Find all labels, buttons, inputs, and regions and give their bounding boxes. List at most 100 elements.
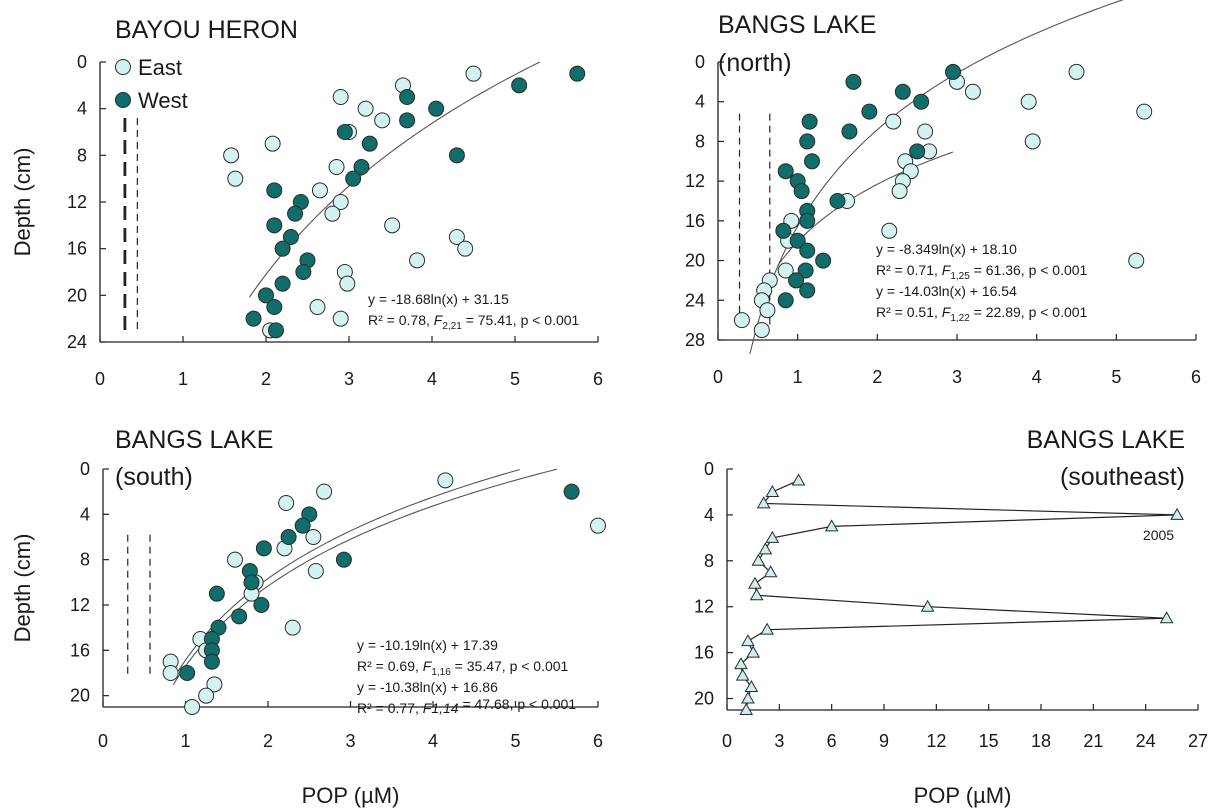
data-point-triangle [735, 668, 750, 681]
y-tick-label: 16 [70, 640, 90, 660]
data-point-west [428, 100, 445, 117]
y-tick-label: 8 [704, 551, 714, 571]
x-tick-label: 27 [1188, 731, 1208, 751]
data-point-east [324, 205, 341, 222]
x-tick-label: 0 [95, 369, 105, 389]
y-tick-label: 20 [694, 689, 714, 709]
annotation-label: 2005 [1143, 527, 1174, 543]
fit-equation-part: F [942, 304, 952, 320]
y-tick-label: 4 [80, 504, 90, 524]
x-tick-label: 5 [1111, 367, 1121, 387]
data-point-west [775, 222, 792, 239]
fit-equation-part: F [942, 262, 952, 278]
x-axis-label: POP (µM) [302, 783, 400, 808]
data-point-east [332, 194, 349, 210]
x-tick-label: 5 [510, 731, 520, 751]
fit-equation-part: R² = 0.51, [876, 304, 942, 320]
data-point-west [829, 193, 846, 209]
y-tick-label: 12 [685, 171, 705, 191]
data-point-west [245, 310, 262, 327]
data-point-triangle [758, 542, 773, 555]
data-point-triangle [920, 599, 935, 612]
fit-equation: R² = 0.78, F2,21 = 75.41, p < 0.001 [368, 312, 580, 332]
data-point-east [777, 262, 794, 279]
y-tick-label: 12 [70, 595, 90, 615]
data-point-east [409, 252, 426, 269]
fit-equation: y = -10.38ln(x) + 16.86 [357, 679, 498, 695]
y-tick-label: 0 [80, 459, 90, 479]
data-point-west [266, 217, 283, 234]
data-point-east [590, 517, 606, 534]
data-point-east [339, 275, 356, 292]
x-axis-label: POP (µM) [914, 783, 1012, 808]
data-point-triangle [744, 680, 759, 693]
x-tick-label: 24 [1136, 731, 1156, 751]
x-tick-label: 3 [344, 369, 354, 389]
data-point-west [399, 112, 416, 129]
chart-panel-d: 0 3 6 9 12 15 18 21 24 27 0 4 8 12 16 20 POP (µM) BANGS L… [694, 426, 1208, 808]
y-tick-label: 16 [694, 643, 714, 663]
data-point-triangle [739, 702, 754, 715]
y-tick-label: 0 [695, 52, 705, 72]
y-tick-label: 12 [694, 597, 714, 617]
data-point-triangle [760, 622, 774, 635]
y-tick-label: 4 [695, 92, 705, 112]
data-point-east [309, 299, 326, 315]
data-point-west [266, 299, 283, 315]
fit-equation-part: = 35.47, p < 0.001 [451, 658, 569, 674]
y-tick-label: 20 [67, 285, 87, 305]
data-point-triangle [751, 553, 766, 566]
data-point-west [399, 89, 416, 105]
x-tick-label: 5 [510, 369, 520, 389]
data-point-west [274, 275, 291, 292]
y-tick-label: 4 [77, 99, 87, 119]
data-point-west [861, 103, 878, 120]
data-point-east [223, 147, 240, 164]
data-point-west [789, 232, 806, 249]
x-tick-label: 18 [1031, 731, 1051, 751]
fit-equation-part: = 22.89, p < 0.001 [970, 304, 1088, 320]
x-tick-label: 0 [713, 367, 723, 387]
data-point-east [437, 472, 454, 489]
data-point-west [569, 65, 586, 82]
x-tick-label: 3 [774, 731, 784, 751]
fit-curve [248, 61, 541, 298]
y-tick-label: 16 [67, 239, 87, 259]
fit-equation-part: R² = 0.78, [368, 312, 434, 328]
data-point-triangle [765, 530, 780, 543]
data-point-east [307, 563, 324, 579]
data-point-east [753, 322, 770, 339]
data-point-east [1068, 63, 1085, 80]
y-tick-label: 12 [67, 192, 87, 212]
data-point-triangle [824, 519, 839, 532]
data-point-triangle [746, 645, 761, 658]
y-tick-label: 24 [67, 332, 87, 352]
data-point-triangle [741, 691, 755, 704]
chart-title-line: (southeast) [1060, 463, 1185, 491]
fit-equation: y = -8.349ln(x) + 18.10 [876, 241, 1017, 257]
data-point-west [361, 135, 378, 152]
x-tick-label: 3 [345, 731, 355, 751]
data-point-triangle [741, 634, 755, 647]
chart-title-line: (north) [718, 49, 792, 77]
data-point-east [457, 240, 474, 257]
data-point-east [206, 676, 223, 693]
data-point-triangle [756, 496, 771, 509]
fit-equation: y = -18.68ln(x) + 31.15 [368, 291, 509, 307]
data-point-west [815, 252, 832, 269]
data-point-west [294, 517, 311, 534]
data-point-east [374, 112, 391, 129]
data-point-west [179, 665, 196, 681]
data-point-west [266, 182, 283, 199]
fit-equation-part: = 61.36, p < 0.001 [970, 262, 1088, 278]
fit-equation-part: 1,16 [431, 667, 451, 678]
y-tick-label: 8 [695, 131, 705, 151]
x-tick-label: 4 [1032, 367, 1042, 387]
data-point-east [357, 100, 374, 117]
data-point-east [448, 229, 465, 245]
x-tick-label: 4 [428, 731, 438, 751]
chart-title-line: BANGS LAKE [718, 11, 876, 39]
data-point-east [964, 83, 981, 100]
